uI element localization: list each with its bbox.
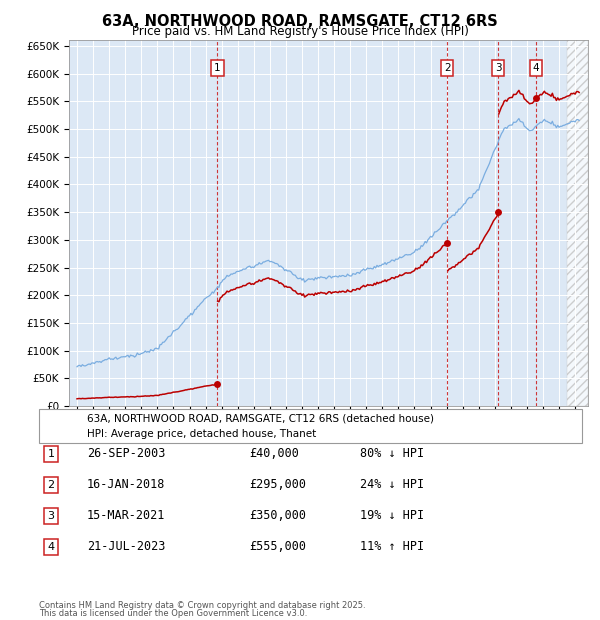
Text: £555,000: £555,000 — [249, 541, 306, 553]
Text: 26-SEP-2003: 26-SEP-2003 — [87, 448, 166, 460]
Polygon shape — [567, 40, 588, 406]
Text: 21-JUL-2023: 21-JUL-2023 — [87, 541, 166, 553]
Text: Price paid vs. HM Land Registry's House Price Index (HPI): Price paid vs. HM Land Registry's House … — [131, 25, 469, 37]
Text: 63A, NORTHWOOD ROAD, RAMSGATE, CT12 6RS: 63A, NORTHWOOD ROAD, RAMSGATE, CT12 6RS — [102, 14, 498, 29]
Text: 2: 2 — [47, 480, 55, 490]
Text: 4: 4 — [47, 542, 55, 552]
Text: £295,000: £295,000 — [249, 479, 306, 491]
Text: 1: 1 — [214, 63, 221, 73]
Text: 16-JAN-2018: 16-JAN-2018 — [87, 479, 166, 491]
Text: 3: 3 — [495, 63, 502, 73]
Text: HPI: Average price, detached house, Thanet: HPI: Average price, detached house, Than… — [87, 429, 316, 439]
Text: 80% ↓ HPI: 80% ↓ HPI — [360, 448, 424, 460]
Text: 3: 3 — [47, 511, 55, 521]
Text: 1: 1 — [47, 449, 55, 459]
Text: 24% ↓ HPI: 24% ↓ HPI — [360, 479, 424, 491]
Text: 15-MAR-2021: 15-MAR-2021 — [87, 510, 166, 522]
Text: 4: 4 — [532, 63, 539, 73]
Text: 63A, NORTHWOOD ROAD, RAMSGATE, CT12 6RS (detached house): 63A, NORTHWOOD ROAD, RAMSGATE, CT12 6RS … — [87, 414, 434, 423]
Text: 2: 2 — [444, 63, 451, 73]
Text: 19% ↓ HPI: 19% ↓ HPI — [360, 510, 424, 522]
Text: This data is licensed under the Open Government Licence v3.0.: This data is licensed under the Open Gov… — [39, 609, 307, 618]
Text: £350,000: £350,000 — [249, 510, 306, 522]
Text: 11% ↑ HPI: 11% ↑ HPI — [360, 541, 424, 553]
Text: £40,000: £40,000 — [249, 448, 299, 460]
Text: Contains HM Land Registry data © Crown copyright and database right 2025.: Contains HM Land Registry data © Crown c… — [39, 601, 365, 610]
